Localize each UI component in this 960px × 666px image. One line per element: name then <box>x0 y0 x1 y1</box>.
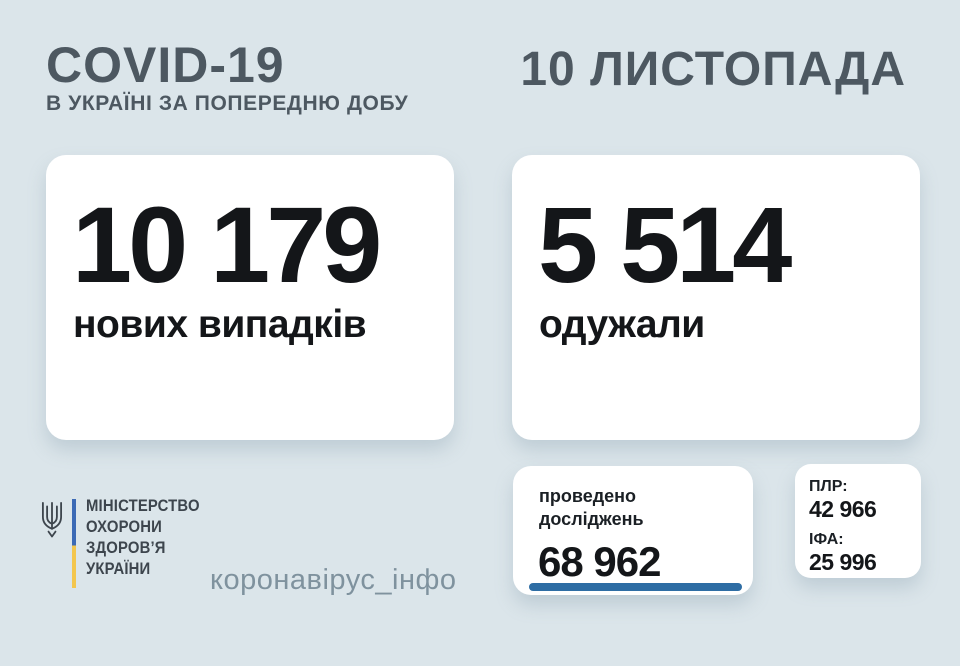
tests-card: проведено досліджень 68 962 <box>513 466 753 595</box>
elisa-value: 25 996 <box>809 549 877 576</box>
pcr-label: ПЛР: <box>809 478 848 495</box>
recovered-label: одужали <box>539 303 705 346</box>
flag-divider-bar <box>72 499 76 588</box>
channel-handle: коронавірус_інфо <box>210 564 457 596</box>
recovered-value: 5 514 <box>538 184 792 305</box>
tests-label: проведено досліджень <box>513 466 753 531</box>
ministry-name-line1: МІНІСТЕРСТВО <box>86 497 200 515</box>
ministry-name: МІНІСТЕРСТВО ОХОРОНИ ЗДОРОВ’Я УКРАЇНИ <box>86 496 200 580</box>
tests-label-line2: досліджень <box>539 509 644 530</box>
new-cases-label: нових випадків <box>73 303 367 346</box>
test-types-content: ПЛР: 42 966 ІФА: 25 996 <box>795 464 921 577</box>
new-cases-card: 10 179 нових випадків <box>46 155 454 440</box>
recovered-card: 5 514 одужали <box>512 155 920 440</box>
ministry-name-line4: УКРАЇНИ <box>86 560 151 578</box>
ministry-name-line3: ЗДОРОВ’Я <box>86 539 166 557</box>
tests-value: 68 962 <box>538 538 661 586</box>
tests-underline-bar <box>529 583 742 591</box>
test-types-card: ПЛР: 42 966 ІФА: 25 996 <box>795 464 921 578</box>
tests-label-line1: проведено <box>539 486 637 506</box>
ministry-name-line2: ОХОРОНИ <box>86 518 162 536</box>
page-subtitle: В УКРАЇНІ ЗА ПОПЕРЕДНЮ ДОБУ <box>46 92 409 115</box>
elisa-label: ІФА: <box>809 530 844 548</box>
page-title: COVID-19 <box>46 37 285 93</box>
new-cases-value: 10 179 <box>72 184 382 305</box>
report-date: 10 ЛИСТОПАДА <box>520 43 906 96</box>
ukraine-trident-icon <box>41 501 63 538</box>
ministry-logo: МІНІСТЕРСТВО ОХОРОНИ ЗДОРОВ’Я УКРАЇНИ <box>38 496 208 592</box>
pcr-value: 42 966 <box>809 496 877 523</box>
